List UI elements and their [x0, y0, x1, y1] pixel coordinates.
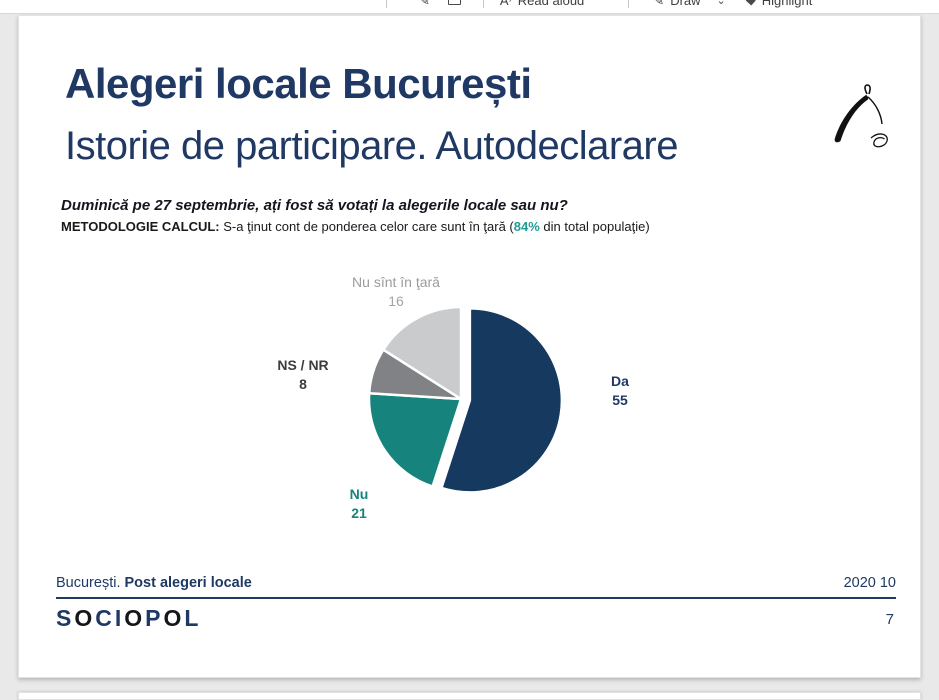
pen-icon: ✎: [419, 0, 430, 8]
pie-slice-1: [367, 391, 463, 488]
draw-label: Draw: [670, 0, 701, 8]
read-aloud-icon: A⁾: [499, 0, 512, 8]
methodology-note: METODOLOGIE CALCUL: S-a ţinut cont de po…: [61, 219, 650, 234]
read-aloud-button[interactable]: A⁾ Read aloud: [500, 0, 584, 8]
logo-letter: L: [184, 605, 202, 631]
methodology-percentage: 84%: [513, 219, 540, 234]
pie-label-value: 21: [351, 505, 367, 521]
draw-dropdown-chevron[interactable]: ⌄: [717, 0, 726, 7]
logo-letter: I: [114, 605, 125, 631]
logo-letter: P: [145, 605, 164, 631]
methodology-tail: din total populaţie): [539, 219, 650, 234]
highlighter-icon: [745, 0, 756, 6]
logo-letter-o: O: [163, 605, 185, 631]
rectangle-icon: [447, 0, 461, 5]
logo-letter-o: O: [124, 605, 146, 631]
pie-label-da: Da 55: [570, 372, 670, 410]
pie-label-nsnr: NS / NR 8: [253, 356, 353, 394]
pie-label-value: 55: [612, 392, 628, 408]
pie-slice-3: [382, 305, 463, 401]
footer-city: București.: [56, 575, 125, 591]
pen-tool-button[interactable]: ✎: [419, 0, 430, 7]
thinker-sketch-logo: [834, 84, 888, 148]
pie-label-text: NS / NR: [277, 357, 329, 373]
footer-date: 2020 10: [843, 575, 896, 591]
slide-page: Alegeri locale București Istorie de part…: [18, 15, 921, 678]
logo-letter: C: [95, 605, 115, 631]
highlight-button[interactable]: Highlight: [745, 0, 813, 8]
draw-button[interactable]: ✎ Draw: [653, 0, 700, 8]
footer-left: București. Post alegeri locale: [56, 575, 252, 591]
footer-survey-name: Post alegeri locale: [124, 575, 252, 591]
page-number: 7: [885, 611, 894, 628]
logo-letter: S: [56, 605, 75, 631]
snip-tool-button[interactable]: [447, 0, 461, 5]
sociopol-logo: SOCIOPOL: [56, 605, 201, 632]
next-page-edge: [18, 692, 921, 700]
survey-question: Duminică pe 27 septembrie, ați fost să v…: [61, 197, 568, 214]
toolbar-separator: [482, 0, 484, 8]
slide-subtitle: Istorie de participare. Autodeclarare: [65, 124, 678, 168]
pie-label-nu: Nu 21: [309, 485, 409, 523]
methodology-text: S-a ţinut cont de ponderea celor care su…: [219, 219, 514, 234]
chevron-down-icon: ⌄: [716, 0, 726, 7]
pen-icon: ✎: [653, 0, 665, 8]
read-aloud-label: Read aloud: [517, 0, 585, 8]
highlight-label: Highlight: [761, 0, 813, 8]
logo-letter-o: O: [74, 605, 96, 631]
pie-label-value: 8: [299, 376, 307, 392]
pie-label-nusint: Nu sînt în ţară 16: [316, 273, 476, 311]
pie-label-text: Da: [611, 373, 629, 389]
toolbar-separator: [628, 0, 630, 8]
pie-label-value: 16: [388, 293, 404, 309]
slide-title: Alegeri locale București: [65, 60, 532, 107]
pie-label-text: Nu sînt în ţară: [352, 274, 440, 290]
pdf-toolbar-items: ✎ A⁾ Read aloud ✎ Draw ⌄ Highlight: [386, 0, 813, 13]
methodology-label: METODOLOGIE CALCUL:: [61, 219, 220, 234]
toolbar-separator: [386, 0, 387, 8]
pie-label-text: Nu: [349, 486, 369, 502]
pie-chart-svg: [367, 305, 564, 494]
slide-footer: București. Post alegeri locale 2020 10: [56, 575, 896, 591]
pie-slice-0: [440, 307, 564, 494]
pdf-toolbar: ✎ A⁾ Read aloud ✎ Draw ⌄ Highlight: [0, 0, 939, 14]
footer-divider: [56, 597, 896, 599]
